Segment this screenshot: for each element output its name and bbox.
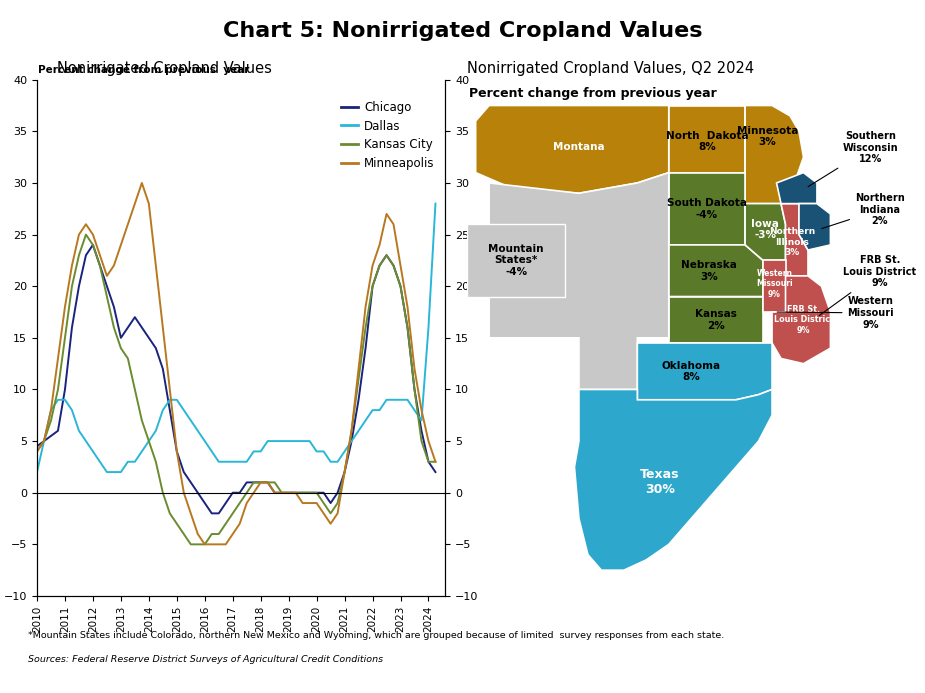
Text: Nonirrigated Cropland Values: Nonirrigated Cropland Values <box>57 61 272 76</box>
Bar <box>467 225 565 297</box>
Text: *Mountain States include Colorado, northern New Mexico and Wyoming, which are gr: *Mountain States include Colorado, north… <box>28 631 724 640</box>
Polygon shape <box>746 204 785 261</box>
Text: Sources: Federal Reserve District Surveys of Agricultural Credit Conditions: Sources: Federal Reserve District Survey… <box>28 655 383 664</box>
Polygon shape <box>489 173 669 389</box>
Legend: Chicago, Dallas, Kansas City, Minneapolis: Chicago, Dallas, Kansas City, Minneapoli… <box>336 96 439 175</box>
Text: Texas
30%: Texas 30% <box>640 468 680 496</box>
Text: Montana: Montana <box>553 142 605 152</box>
Text: Kansas
2%: Kansas 2% <box>695 309 737 331</box>
Text: Western
Missouri
9%: Western Missouri 9% <box>777 297 894 329</box>
Text: FRB St.
Louis District
9%: FRB St. Louis District 9% <box>773 305 833 335</box>
Text: Iowa
-3%: Iowa -3% <box>751 218 779 240</box>
Text: Mountain
States*
-4%: Mountain States* -4% <box>488 244 544 277</box>
Text: Nonirrigated Cropland Values, Q2 2024: Nonirrigated Cropland Values, Q2 2024 <box>467 61 754 76</box>
Polygon shape <box>763 261 785 312</box>
Text: Oklahoma
8%: Oklahoma 8% <box>661 360 721 383</box>
Polygon shape <box>799 204 831 250</box>
Text: Percent change from previous  year: Percent change from previous year <box>39 64 250 75</box>
Text: Minnesota
3%: Minnesota 3% <box>737 125 798 148</box>
Text: Chart 5: Nonirrigated Cropland Values: Chart 5: Nonirrigated Cropland Values <box>223 21 702 41</box>
Text: North  Dakota
8%: North Dakota 8% <box>666 131 748 152</box>
Polygon shape <box>669 105 746 173</box>
Text: Southern
Wisconsin
12%: Southern Wisconsin 12% <box>808 131 899 186</box>
Text: Northern
Indiana
2%: Northern Indiana 2% <box>821 193 905 229</box>
Text: FRB St.
Louis District
9%: FRB St. Louis District 9% <box>820 255 917 315</box>
Text: South Dakota
-4%: South Dakota -4% <box>667 198 746 220</box>
Polygon shape <box>637 343 772 400</box>
Polygon shape <box>746 105 804 204</box>
Polygon shape <box>669 245 763 297</box>
Polygon shape <box>475 105 669 193</box>
Polygon shape <box>772 276 831 364</box>
Text: Northern
Illinois
3%: Northern Illinois 3% <box>769 227 815 257</box>
Text: Percent change from previous year: Percent change from previous year <box>469 87 717 100</box>
Polygon shape <box>669 173 746 245</box>
Polygon shape <box>574 389 772 570</box>
Text: Nebraska
3%: Nebraska 3% <box>681 260 737 281</box>
Polygon shape <box>669 297 763 343</box>
Text: Western
Missouri
9%: Western Missouri 9% <box>756 269 793 299</box>
Polygon shape <box>781 204 808 276</box>
Polygon shape <box>777 173 817 204</box>
